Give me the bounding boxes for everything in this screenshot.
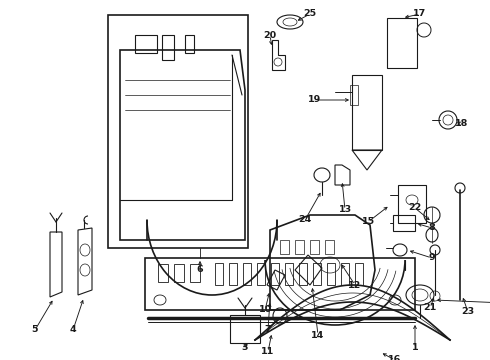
Bar: [352, 75, 382, 150]
Text: 18: 18: [455, 120, 469, 129]
Bar: [215, 263, 223, 285]
Text: 14: 14: [311, 330, 325, 339]
Bar: [108, 15, 248, 248]
Bar: [350, 85, 358, 105]
Text: 6: 6: [196, 266, 203, 274]
Bar: [398, 185, 426, 223]
Text: 17: 17: [414, 9, 427, 18]
Bar: [299, 263, 307, 285]
Text: 5: 5: [32, 325, 38, 334]
Text: 15: 15: [362, 217, 374, 226]
Text: 20: 20: [264, 31, 276, 40]
Text: 22: 22: [408, 203, 421, 212]
Bar: [387, 18, 417, 68]
Text: 8: 8: [429, 224, 436, 233]
Text: 4: 4: [70, 325, 76, 334]
Bar: [271, 263, 279, 285]
Text: 1: 1: [412, 343, 418, 352]
Bar: [145, 258, 415, 310]
Bar: [355, 263, 363, 285]
Bar: [257, 263, 265, 285]
Bar: [190, 264, 200, 282]
Bar: [158, 264, 168, 282]
Bar: [295, 240, 304, 254]
Bar: [393, 215, 415, 231]
Text: 25: 25: [303, 9, 317, 18]
Text: 12: 12: [348, 280, 362, 289]
Bar: [285, 263, 293, 285]
Text: 23: 23: [462, 307, 474, 316]
Text: 10: 10: [258, 306, 271, 315]
Text: 3: 3: [242, 343, 248, 352]
Bar: [174, 264, 184, 282]
Text: 9: 9: [429, 253, 435, 262]
Bar: [341, 263, 349, 285]
Text: 24: 24: [298, 216, 312, 225]
Bar: [162, 35, 174, 60]
Bar: [327, 263, 335, 285]
Text: 16: 16: [389, 356, 402, 360]
Text: 11: 11: [261, 347, 274, 356]
Bar: [135, 35, 157, 53]
Text: 19: 19: [308, 95, 321, 104]
Bar: [280, 240, 289, 254]
Bar: [230, 315, 260, 343]
Bar: [185, 35, 194, 53]
Text: 7: 7: [265, 325, 271, 334]
Bar: [310, 240, 319, 254]
Bar: [243, 263, 251, 285]
Bar: [325, 240, 334, 254]
Bar: [229, 263, 237, 285]
Text: 13: 13: [339, 206, 351, 215]
Text: 21: 21: [423, 303, 437, 312]
Bar: [313, 263, 321, 285]
